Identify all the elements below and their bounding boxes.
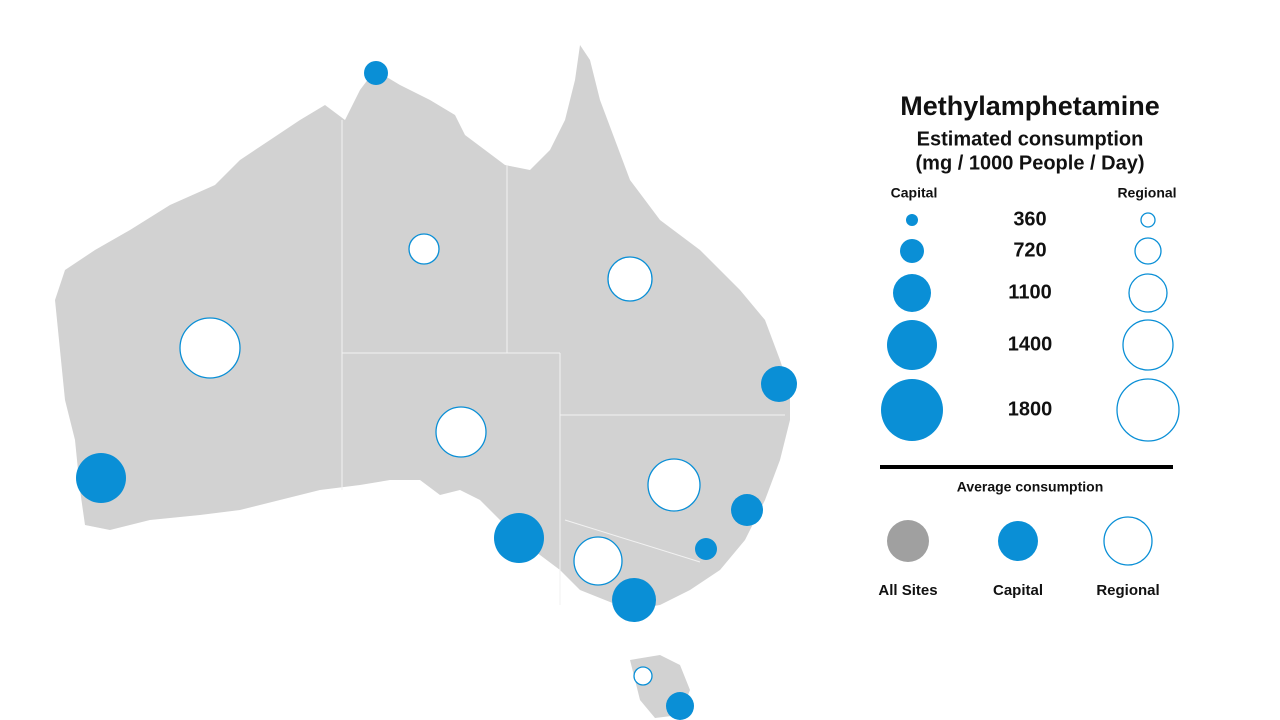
regional-size-symbol [1140, 212, 1156, 228]
all-sites-symbol [887, 520, 929, 562]
capital-bubble [494, 513, 544, 563]
average-item: All Sites [878, 582, 937, 599]
map-bubbles [76, 61, 797, 720]
regional-symbol [1103, 516, 1153, 566]
capital-bubble [666, 692, 694, 720]
capital-bubble [731, 494, 763, 526]
state-borders [341, 120, 785, 605]
average-item: Capital [993, 582, 1043, 599]
average-item: Regional [1096, 582, 1159, 599]
capital-bubble [612, 578, 656, 622]
regional-size-symbol [1128, 273, 1168, 313]
capital-bubble [364, 61, 388, 85]
capital-bubble [76, 453, 126, 503]
size-value: 1800 [1008, 398, 1053, 420]
capital-size-symbol [893, 274, 931, 312]
capital-label: Capital [891, 185, 938, 201]
regional-bubble [408, 233, 440, 265]
capital-size-symbol [906, 214, 918, 226]
legend-subtitle: Estimated consumption [917, 128, 1144, 150]
regional-label: Regional [1117, 185, 1176, 201]
capital-size-symbol [887, 320, 937, 370]
regional-bubble [647, 458, 701, 512]
size-value: 360 [1013, 208, 1046, 230]
size-value: 1100 [1008, 281, 1051, 303]
australia [55, 45, 790, 610]
capital-size-symbol [881, 379, 943, 441]
capital-bubble [695, 538, 717, 560]
capital-size-symbol [900, 239, 924, 263]
regional-size-symbol [1134, 237, 1162, 265]
legend: Methylamphetamine Estimated consumption … [878, 91, 1180, 599]
regional-bubble [633, 666, 653, 686]
regional-bubble [573, 536, 623, 586]
size-rows: 360 720 1100 1400 1800 [881, 208, 1180, 442]
regional-bubble [435, 406, 487, 458]
legend-title: Methylamphetamine [900, 91, 1160, 121]
regional-bubble [179, 317, 241, 379]
map [55, 45, 797, 720]
capital-bubble [761, 366, 797, 402]
regional-size-symbol [1116, 378, 1180, 442]
size-value: 720 [1013, 239, 1046, 261]
average-title: Average consumption [957, 479, 1104, 495]
legend-subtitle: (mg / 1000 People / Day) [916, 152, 1145, 174]
regional-bubble [607, 256, 653, 302]
regional-size-symbol [1122, 319, 1174, 371]
size-value: 1400 [1008, 333, 1053, 355]
capital-symbol [998, 521, 1038, 561]
